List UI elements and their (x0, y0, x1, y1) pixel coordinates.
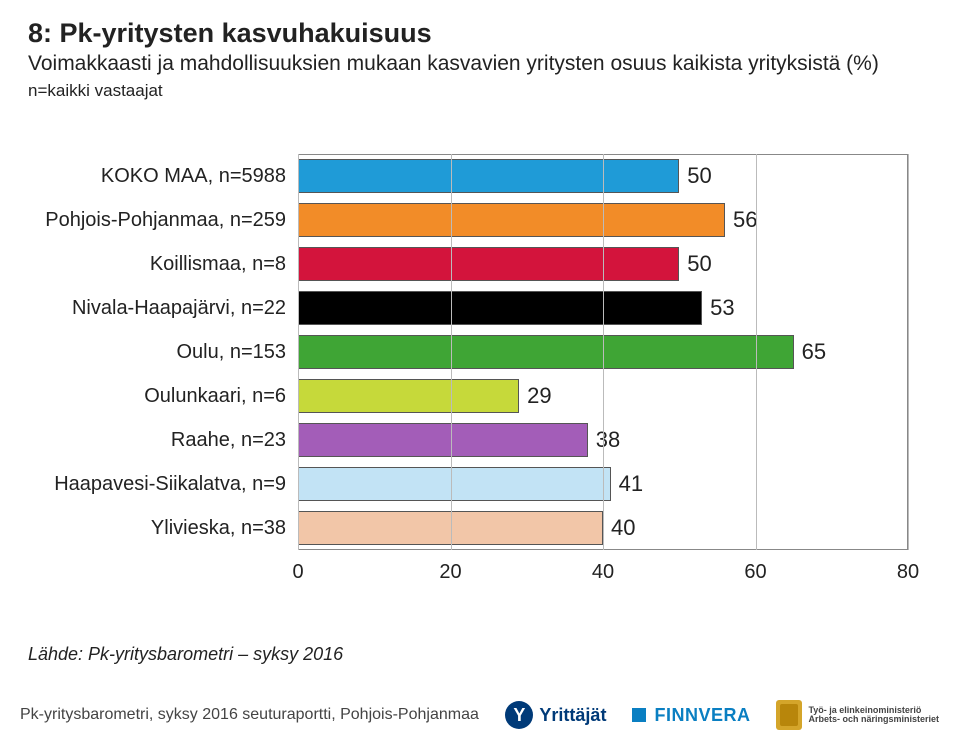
category-label: KOKO MAA, n=5988 (28, 165, 298, 188)
x-tick: 20 (439, 561, 461, 584)
x-tick: 60 (744, 561, 766, 584)
category-label: Haapavesi-Siikalatva, n=9 (28, 473, 298, 496)
logo-finnvera: FINNVERA (632, 705, 750, 726)
logo-ministry: Työ- ja elinkeinoministeriö Arbets- och … (776, 700, 939, 730)
category-label: Oulunkaari, n=6 (28, 385, 298, 408)
subtitle-small: n=kaikki vastaajat (28, 81, 163, 100)
ministry-text: Työ- ja elinkeinoministeriö Arbets- och … (808, 706, 939, 725)
page-subtitle: Voimakkaasti ja mahdollisuuksien mukaan … (28, 51, 931, 104)
gridline (603, 154, 604, 550)
x-tick: 0 (292, 561, 303, 584)
subtitle-main: Voimakkaasti ja mahdollisuuksien mukaan … (28, 52, 879, 75)
yrittajat-text: Yrittäjät (539, 705, 606, 726)
page-title: 8: Pk-yritysten kasvuhakuisuus (28, 18, 931, 49)
finnvera-icon (632, 708, 646, 722)
gridline (298, 154, 299, 550)
bar-chart: KOKO MAA, n=598850Pohjois-Pohjanmaa, n=2… (28, 154, 931, 584)
footer: Pk-yritysbarometri, syksy 2016 seuturapo… (0, 687, 959, 743)
category-label: Koillismaa, n=8 (28, 253, 298, 276)
category-label: Ylivieska, n=38 (28, 517, 298, 540)
gridline (451, 154, 452, 550)
footer-report-label: Pk-yritysbarometri, syksy 2016 seuturapo… (20, 706, 479, 724)
x-axis: 020406080 (298, 154, 908, 584)
category-label: Raahe, n=23 (28, 429, 298, 452)
category-label: Oulu, n=153 (28, 341, 298, 364)
lion-icon (776, 700, 802, 730)
chart-source: Lähde: Pk-yritysbarometri – syksy 2016 (28, 644, 343, 665)
category-label: Nivala-Haapajärvi, n=22 (28, 297, 298, 320)
gridline (756, 154, 757, 550)
x-tick: 80 (897, 561, 919, 584)
ministry-line2: Arbets- och näringsministeriet (808, 715, 939, 724)
logo-yrittajat: Y Yrittäjät (505, 701, 606, 729)
finnvera-text: FINNVERA (654, 705, 750, 726)
x-tick: 40 (592, 561, 614, 584)
category-label: Pohjois-Pohjanmaa, n=259 (28, 209, 298, 232)
gridline (908, 154, 909, 550)
yrittajat-icon: Y (505, 701, 533, 729)
